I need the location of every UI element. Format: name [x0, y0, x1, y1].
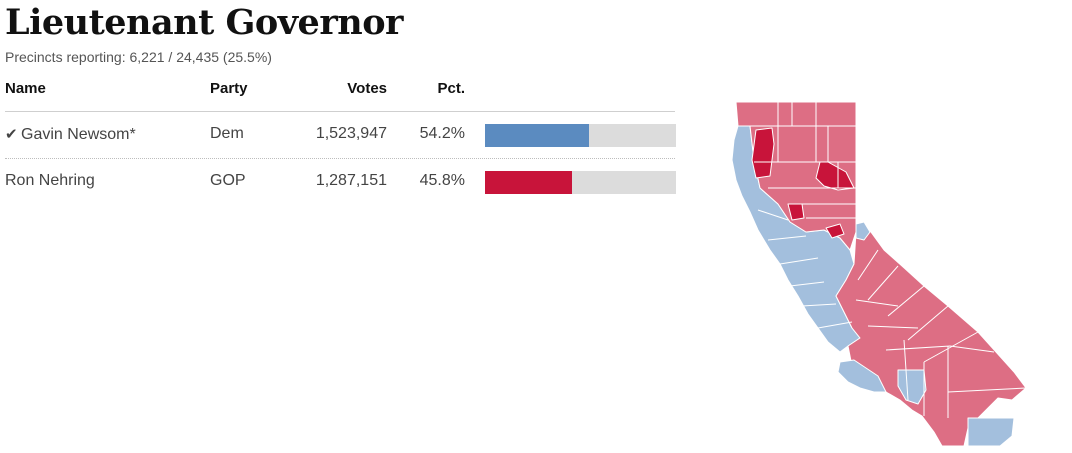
gop-strong-county-trinity [751, 127, 775, 179]
candidate-row: Ron Nehring GOP 1,287,151 45.8% [5, 159, 676, 205]
county-results-map [731, 101, 1027, 447]
race-title: Lieutenant Governor [5, 2, 404, 43]
dem-counties-la [837, 359, 887, 393]
gop-strong-county-amador [825, 223, 845, 239]
results-header: Name Party Votes Pct. [5, 76, 675, 112]
precincts-reporting: Precincts reporting: 6,221 / 24,435 (25.… [5, 49, 272, 65]
vote-share-bar [485, 171, 676, 194]
vote-share-fill [485, 124, 589, 147]
results-table: Name Party Votes Pct. ✔ Gavin Newsom* Dem… [5, 76, 676, 205]
header-party: Party [210, 80, 248, 97]
header-name: Name [5, 80, 46, 97]
candidate-name-cell: Ron Nehring [5, 172, 95, 190]
vote-share-fill [485, 171, 573, 194]
candidate-pct: 54.2% [419, 125, 465, 142]
candidate-row: ✔ Gavin Newsom* Dem 1,523,947 54.2% [5, 112, 676, 159]
header-pct: Pct. [437, 80, 465, 97]
candidate-votes: 1,523,947 [315, 125, 387, 142]
vote-share-bar [485, 124, 676, 147]
dem-county-mono [855, 221, 871, 241]
candidate-party: Dem [210, 125, 244, 142]
dem-county-imperial [967, 417, 1015, 447]
candidate-name-cell: ✔ Gavin Newsom* [5, 125, 136, 144]
candidate-votes: 1,287,151 [315, 172, 387, 189]
candidate-party: GOP [210, 172, 246, 189]
candidate-pct: 45.8% [419, 172, 465, 189]
candidate-name: Ron Nehring [5, 172, 95, 189]
candidate-name: Gavin Newsom* [21, 126, 136, 143]
gop-strong-county-plumas [815, 161, 855, 191]
header-votes: Votes [347, 80, 387, 97]
checkmark-icon: ✔ [5, 126, 18, 143]
gop-counties-central [835, 227, 1027, 447]
